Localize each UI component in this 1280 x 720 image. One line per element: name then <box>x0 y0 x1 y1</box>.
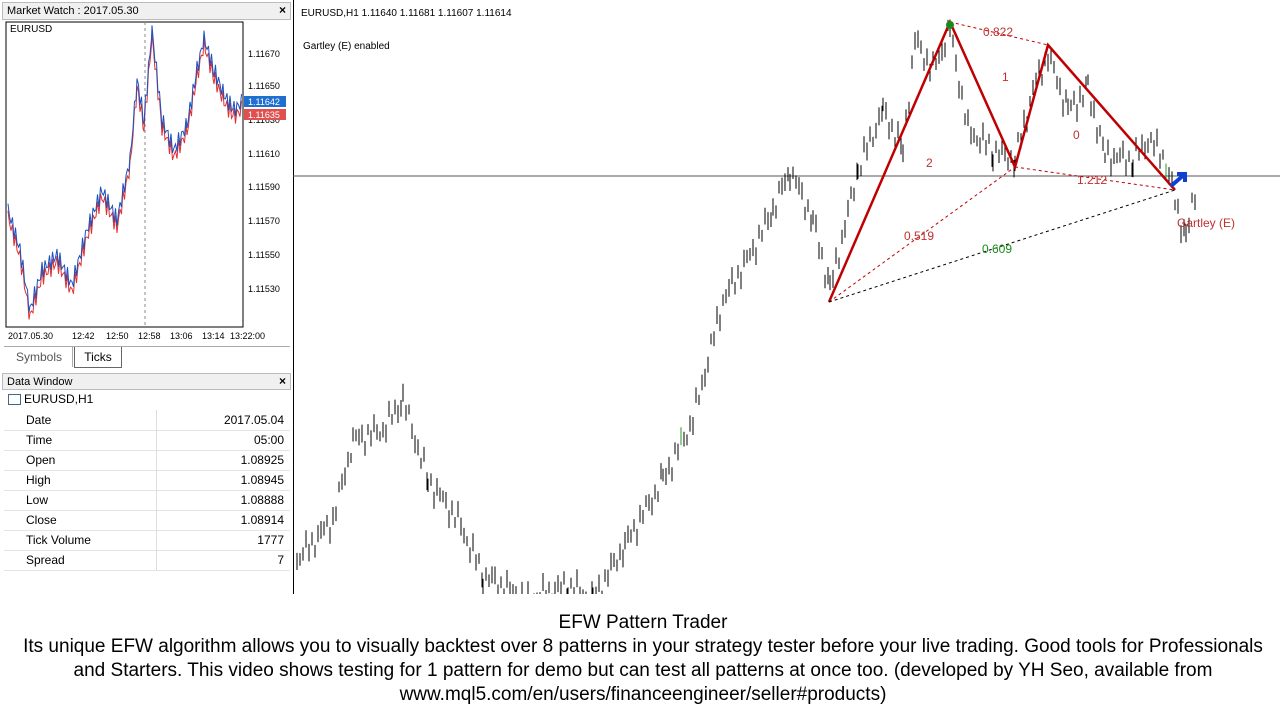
row-label: Low <box>26 493 49 507</box>
data-row: High 1.08945 <box>4 470 290 491</box>
price-bars <box>296 19 1196 594</box>
price-label: 1.11610 <box>248 149 280 159</box>
tick-chart: EURUSD 1.116701.116501.116301.116101.115… <box>5 21 286 341</box>
data-row: Time 05:00 <box>4 430 290 451</box>
data-window-symbol: EURUSD,H1 <box>8 392 93 406</box>
status-text: Gartley (E) enabled <box>303 41 390 52</box>
entry-arrow <box>1169 172 1187 188</box>
data-row: Close 1.08914 <box>4 510 290 531</box>
caption-text: Its unique EFW algorithm allows you to v… <box>23 636 1263 705</box>
pattern-label: Gartley (E) <box>1177 216 1235 230</box>
data-row: Spread 7 <box>4 550 290 571</box>
symbol-label: EURUSD <box>10 24 52 35</box>
data-row: Date 2017.05.04 <box>4 410 290 431</box>
row-separator <box>156 450 157 470</box>
row-value: 05:00 <box>253 433 284 447</box>
price-label: 1.11530 <box>248 284 280 294</box>
row-value: 1.08888 <box>240 493 284 507</box>
row-separator <box>156 530 157 550</box>
ratio-line <box>949 21 1049 46</box>
row-label: Spread <box>26 553 65 567</box>
bid-ticks <box>7 25 242 313</box>
tab[interactable]: Symbols <box>6 347 73 367</box>
row-value: 1.08925 <box>240 453 284 467</box>
row-label: Open <box>26 453 56 467</box>
market-watch-title: Market Watch : 2017.05.30 <box>7 5 139 17</box>
price-label: 1.11550 <box>248 250 280 260</box>
ask-label: 1.11635 <box>248 110 280 120</box>
time-label: 13:06 <box>170 331 193 341</box>
annotation: 1.212 <box>1077 173 1107 187</box>
market-watch-titlebar: Market Watch : 2017.05.30 × <box>2 2 291 20</box>
price-label: 1.11590 <box>248 182 280 192</box>
data-row: Tick Volume 1777 <box>4 530 290 551</box>
pattern-legs <box>827 18 1176 303</box>
row-separator <box>156 510 157 530</box>
time-label: 13:14 <box>202 331 225 341</box>
chart-icon <box>8 394 21 406</box>
pattern <box>827 18 1187 303</box>
row-value: 1.08914 <box>240 513 284 527</box>
ratio-line <box>1014 166 1176 191</box>
main-chart: EURUSD,H1 1.11640 1.11681 1.11607 1.1161… <box>293 0 1280 594</box>
ask-ticks <box>7 32 242 320</box>
tick-chart-frame <box>5 21 244 328</box>
time-label: 12:50 <box>106 331 129 341</box>
price-label: 1.11650 <box>248 81 280 91</box>
time-label: 2017.05.30 <box>8 331 53 341</box>
price-label: 1.11670 <box>248 49 280 59</box>
annotation: 2 <box>926 156 933 170</box>
ask-box <box>244 109 286 120</box>
chart-header: EURUSD,H1 1.11640 1.11681 1.11607 1.1161… <box>301 8 512 19</box>
annotation: 0.609 <box>982 242 1012 256</box>
time-label: 12:42 <box>72 331 95 341</box>
row-separator <box>156 410 157 430</box>
data-row: Open 1.08925 <box>4 450 290 471</box>
ratio-line <box>828 166 1016 303</box>
bid-label: 1.11642 <box>248 97 280 107</box>
data-row: Low 1.08888 <box>4 490 290 511</box>
annotation: 0.519 <box>904 229 934 243</box>
tab-bar: Symbols Ticks <box>4 346 290 369</box>
row-label: High <box>26 473 51 487</box>
row-label: Time <box>26 433 53 447</box>
row-separator <box>156 430 157 450</box>
tab-active[interactable]: Ticks <box>74 347 122 368</box>
row-label: Tick Volume <box>26 533 91 547</box>
row-separator <box>156 470 157 490</box>
row-value: 1.08945 <box>240 473 284 487</box>
row-separator <box>156 550 157 570</box>
caption-title: EFW Pattern Trader <box>558 612 728 633</box>
bid-box <box>244 96 286 107</box>
row-value: 2017.05.04 <box>223 413 284 427</box>
time-label: 13:22:00 <box>230 331 265 341</box>
annotation: 0.822 <box>983 25 1013 39</box>
pattern-point <box>946 21 954 29</box>
row-separator <box>156 490 157 510</box>
symbol-text: EURUSD,H1 <box>24 392 94 406</box>
annotation: 0 <box>1073 128 1080 142</box>
price-label: 1.11570 <box>248 216 280 226</box>
close-button[interactable]: × <box>278 374 286 388</box>
annotation: 1 <box>1002 70 1009 84</box>
row-label: Close <box>26 513 57 527</box>
ratio-line <box>828 189 1176 303</box>
time-label: 12:58 <box>138 331 161 341</box>
row-value: 1777 <box>257 533 284 547</box>
caption: EFW Pattern Trader Its unique EFW algori… <box>20 611 1266 707</box>
row-value: 7 <box>277 553 284 567</box>
row-label: Date <box>26 413 52 427</box>
data-window-titlebar: Data Window × <box>2 373 291 390</box>
close-button[interactable]: × <box>278 3 286 17</box>
data-window-title: Data Window <box>7 376 73 388</box>
